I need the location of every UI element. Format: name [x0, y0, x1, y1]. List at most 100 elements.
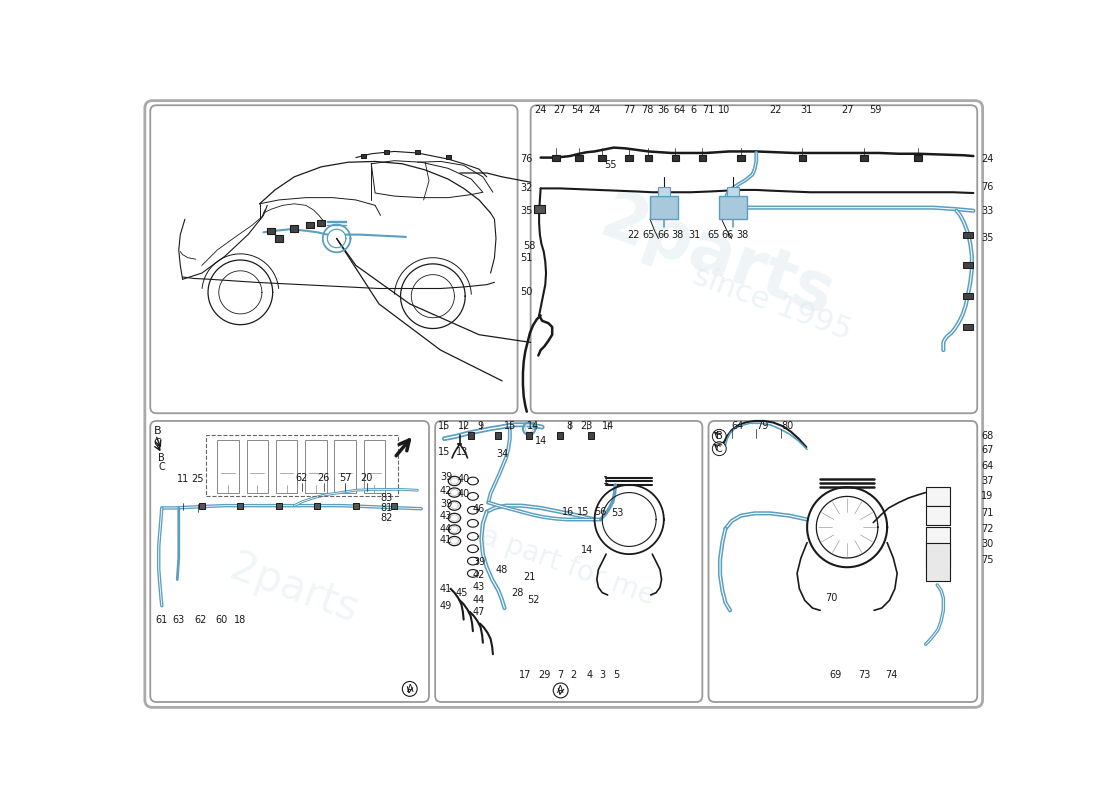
Bar — [218, 440, 239, 493]
Text: A: A — [406, 684, 414, 694]
Text: 39: 39 — [440, 472, 452, 482]
Text: 55: 55 — [604, 160, 616, 170]
Text: 12: 12 — [458, 421, 470, 430]
Text: 46: 46 — [473, 505, 485, 514]
Bar — [719, 196, 747, 219]
Text: 40: 40 — [458, 474, 470, 485]
Text: 59: 59 — [869, 105, 882, 115]
Bar — [363, 440, 385, 493]
Bar — [246, 440, 268, 493]
Text: 77: 77 — [623, 105, 636, 115]
Text: 53: 53 — [612, 508, 624, 518]
Bar — [799, 154, 806, 161]
Text: 7: 7 — [557, 670, 563, 680]
Text: 66: 66 — [658, 230, 670, 240]
Text: 73: 73 — [858, 670, 870, 680]
Bar — [495, 433, 502, 438]
Text: 26: 26 — [317, 473, 330, 483]
Text: 14: 14 — [581, 546, 593, 555]
Text: 37: 37 — [981, 476, 993, 486]
Text: 75: 75 — [981, 554, 993, 565]
Bar — [962, 231, 974, 238]
Text: B: B — [153, 426, 161, 436]
Bar — [671, 154, 680, 161]
Text: 19: 19 — [981, 491, 993, 502]
Text: 14: 14 — [535, 436, 547, 446]
Text: 29: 29 — [538, 670, 551, 680]
Text: 71: 71 — [702, 105, 715, 115]
Bar — [557, 433, 563, 438]
Bar — [645, 154, 652, 161]
Text: C: C — [153, 438, 161, 447]
Text: 41: 41 — [440, 584, 452, 594]
Text: 65: 65 — [707, 230, 721, 240]
Text: 4: 4 — [586, 670, 592, 680]
Bar — [962, 324, 974, 330]
Text: 60: 60 — [214, 614, 228, 625]
Text: 31: 31 — [689, 230, 701, 240]
Text: C: C — [716, 444, 723, 454]
Text: A: A — [558, 686, 564, 695]
Text: 11: 11 — [176, 474, 189, 485]
Bar — [446, 155, 451, 159]
Text: C: C — [158, 462, 165, 472]
Bar — [926, 527, 950, 546]
Text: 34: 34 — [496, 449, 508, 459]
Text: 45: 45 — [455, 588, 469, 598]
Text: 27: 27 — [553, 105, 566, 115]
Text: 43: 43 — [440, 511, 452, 522]
Bar — [305, 440, 327, 493]
Text: 79: 79 — [757, 421, 769, 430]
Text: 25: 25 — [191, 474, 205, 485]
Text: 42: 42 — [473, 570, 485, 580]
Text: 35: 35 — [981, 234, 993, 243]
Text: 24: 24 — [535, 105, 547, 115]
Text: 70: 70 — [825, 593, 838, 603]
Text: 28: 28 — [512, 588, 524, 598]
Bar — [737, 154, 745, 161]
Bar — [926, 542, 950, 581]
Bar — [534, 206, 544, 213]
Bar — [552, 154, 560, 161]
Text: 16: 16 — [561, 507, 574, 517]
Text: 56: 56 — [594, 507, 607, 517]
Bar — [914, 154, 922, 161]
Text: 8: 8 — [566, 421, 573, 430]
Bar — [361, 154, 366, 158]
Bar — [526, 433, 532, 438]
Text: 58: 58 — [522, 241, 536, 251]
Text: 76: 76 — [981, 182, 993, 192]
Bar — [276, 440, 297, 493]
Text: 76: 76 — [520, 154, 534, 164]
Text: 15: 15 — [576, 507, 590, 517]
Text: 5: 5 — [613, 670, 619, 680]
Bar — [318, 220, 326, 226]
Text: a part for me: a part for me — [477, 522, 658, 610]
Bar — [315, 503, 320, 509]
Text: B: B — [716, 431, 723, 442]
Bar — [199, 503, 205, 509]
Bar — [290, 226, 298, 231]
Bar — [926, 549, 950, 567]
Text: 69: 69 — [829, 670, 842, 680]
Text: 47: 47 — [473, 607, 485, 617]
Bar — [415, 150, 420, 154]
Text: 10: 10 — [718, 105, 730, 115]
Text: 14: 14 — [603, 421, 615, 430]
Bar — [587, 433, 594, 438]
Text: 72: 72 — [981, 524, 993, 534]
Text: 57: 57 — [339, 473, 351, 483]
Text: 18: 18 — [234, 614, 246, 625]
Bar — [276, 503, 282, 509]
Bar — [469, 433, 474, 438]
Bar — [598, 154, 606, 161]
Text: 38: 38 — [672, 230, 684, 240]
Text: 41: 41 — [440, 535, 452, 546]
Text: 1: 1 — [603, 476, 609, 486]
Text: 63: 63 — [173, 614, 185, 625]
Text: 43: 43 — [473, 582, 485, 592]
Bar — [575, 154, 583, 161]
Text: 14: 14 — [527, 421, 539, 430]
Bar — [962, 293, 974, 299]
Text: 50: 50 — [520, 287, 534, 298]
